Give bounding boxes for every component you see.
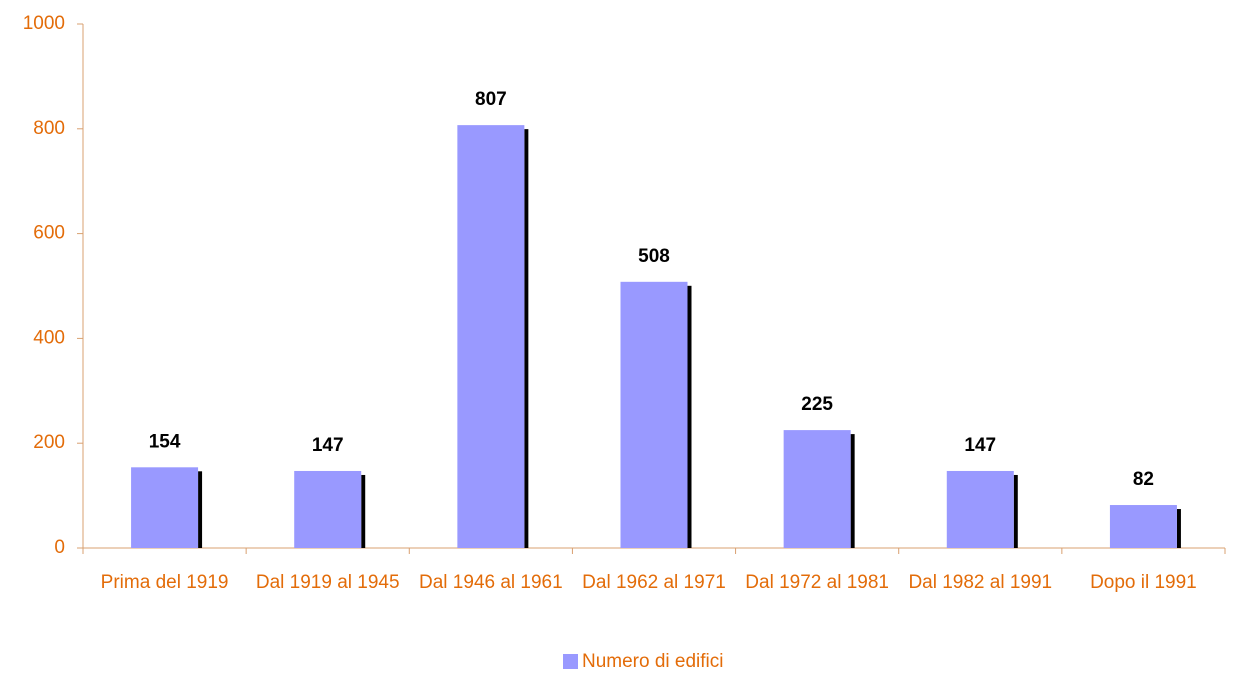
bar-shadow [524, 129, 529, 548]
data-label: 147 [312, 435, 344, 456]
x-tick-label: Dal 1972 al 1981 [745, 572, 889, 593]
bar-shadow [1176, 509, 1181, 548]
data-label: 82 [1133, 469, 1154, 490]
bar [294, 470, 362, 548]
y-tick-label: 0 [54, 537, 65, 558]
data-label: 147 [964, 435, 996, 456]
bar [457, 125, 525, 549]
bar [131, 467, 199, 548]
x-tick-label: Dal 1946 al 1961 [419, 572, 563, 593]
x-tick-label: Prima del 1919 [100, 572, 229, 593]
data-label: 508 [638, 246, 670, 267]
legend-label: Numero di edifici [582, 651, 724, 672]
x-tick-label: Dal 1982 al 1991 [908, 572, 1053, 593]
y-tick-label: 200 [33, 432, 65, 453]
y-tick-label: 400 [33, 327, 65, 348]
bar [620, 281, 688, 548]
bar-shadow [198, 471, 203, 548]
legend-swatch [563, 654, 578, 669]
bar [783, 430, 851, 548]
bar-shadow [687, 285, 692, 548]
data-label: 807 [475, 89, 507, 110]
bar-shadow [850, 434, 855, 548]
x-tick-label: Dal 1962 al 1971 [582, 572, 726, 593]
x-tick-label: Dal 1919 al 1945 [255, 572, 400, 593]
bar-shadow [361, 474, 366, 548]
data-label: 154 [149, 431, 181, 452]
data-label: 225 [801, 394, 833, 415]
bar [1109, 505, 1177, 548]
y-tick-label: 1000 [23, 13, 65, 34]
y-tick-label: 600 [33, 223, 65, 244]
bar [946, 470, 1014, 548]
y-tick-label: 800 [33, 118, 65, 139]
x-tick-label: Dopo il 1991 [1090, 572, 1197, 593]
bar-shadow [1013, 474, 1018, 548]
